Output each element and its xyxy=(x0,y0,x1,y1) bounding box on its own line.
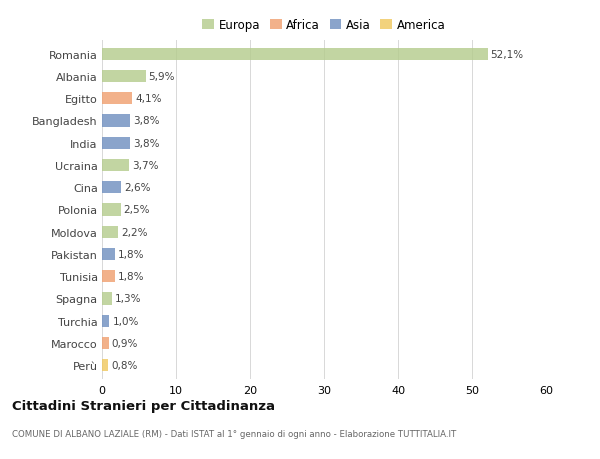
Bar xyxy=(102,226,118,238)
Text: 2,6%: 2,6% xyxy=(124,183,151,193)
Bar xyxy=(102,182,121,194)
Text: 52,1%: 52,1% xyxy=(491,50,524,60)
Text: 3,8%: 3,8% xyxy=(133,139,160,148)
Bar xyxy=(102,159,130,172)
Text: 5,9%: 5,9% xyxy=(149,72,175,82)
Text: 1,8%: 1,8% xyxy=(118,272,145,281)
Text: 1,0%: 1,0% xyxy=(112,316,139,326)
Bar xyxy=(102,359,108,371)
Text: 1,3%: 1,3% xyxy=(115,294,141,304)
Text: Cittadini Stranieri per Cittadinanza: Cittadini Stranieri per Cittadinanza xyxy=(12,399,275,412)
Text: 4,1%: 4,1% xyxy=(136,94,162,104)
Bar xyxy=(102,337,109,349)
Text: 3,8%: 3,8% xyxy=(133,116,160,126)
Bar xyxy=(102,137,130,150)
Text: 2,5%: 2,5% xyxy=(124,205,150,215)
Text: 0,9%: 0,9% xyxy=(112,338,138,348)
Bar xyxy=(102,204,121,216)
Bar xyxy=(102,115,130,127)
Text: 2,2%: 2,2% xyxy=(121,227,148,237)
Bar xyxy=(102,315,109,327)
Text: 0,8%: 0,8% xyxy=(111,360,137,370)
Text: COMUNE DI ALBANO LAZIALE (RM) - Dati ISTAT al 1° gennaio di ogni anno - Elaboraz: COMUNE DI ALBANO LAZIALE (RM) - Dati IST… xyxy=(12,429,456,438)
Text: 1,8%: 1,8% xyxy=(118,249,145,259)
Bar xyxy=(102,293,112,305)
Bar xyxy=(102,71,146,83)
Bar xyxy=(102,49,488,61)
Bar xyxy=(102,93,133,105)
Legend: Europa, Africa, Asia, America: Europa, Africa, Asia, America xyxy=(200,17,448,34)
Bar xyxy=(102,270,115,283)
Text: 3,7%: 3,7% xyxy=(133,161,159,171)
Bar xyxy=(102,248,115,261)
